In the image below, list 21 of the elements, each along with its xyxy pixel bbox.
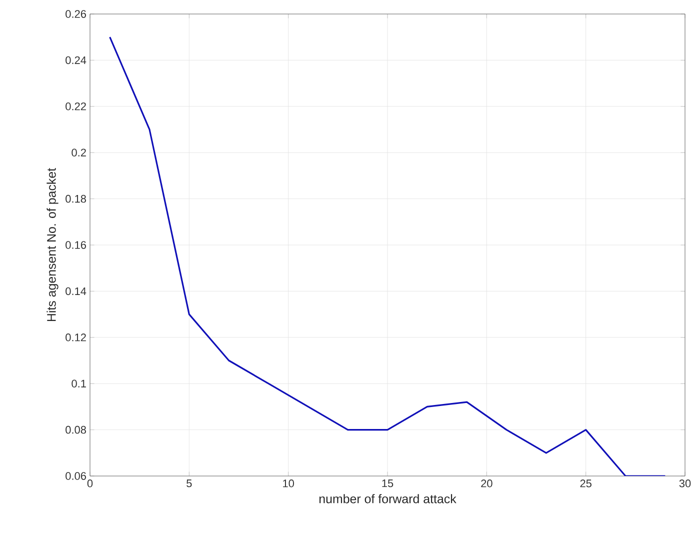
x-tick-label: 15 [382,480,394,488]
y-tick-label: 0.26 [66,10,86,18]
y-tick-label: 0.16 [66,241,86,249]
y-tick-label: 0.1 [72,380,86,388]
y-tick-label: 0.14 [66,287,86,296]
y-tick-label: 0.18 [66,194,86,203]
x-tick-label: 5 [186,480,192,488]
line-series [109,36,666,476]
x-tick-label: 25 [580,480,592,488]
x-axis-title: number of forward attack [319,494,456,504]
y-tick-label: 0.12 [66,334,86,342]
y-tick-label: 0.2 [72,148,86,156]
y-axis-title: Hits agensent No. of packet [46,168,58,322]
x-tick-label: 10 [283,480,294,488]
y-tick-label: 0.22 [66,102,86,110]
x-tick-label: 0 [87,480,93,488]
x-tick-label: 20 [481,480,492,488]
x-tick-label: 30 [679,480,691,488]
y-tick-label: 0.06 [66,472,86,480]
y-tick-label: 0.08 [66,426,86,434]
y-tick-label: 0.24 [66,56,86,64]
